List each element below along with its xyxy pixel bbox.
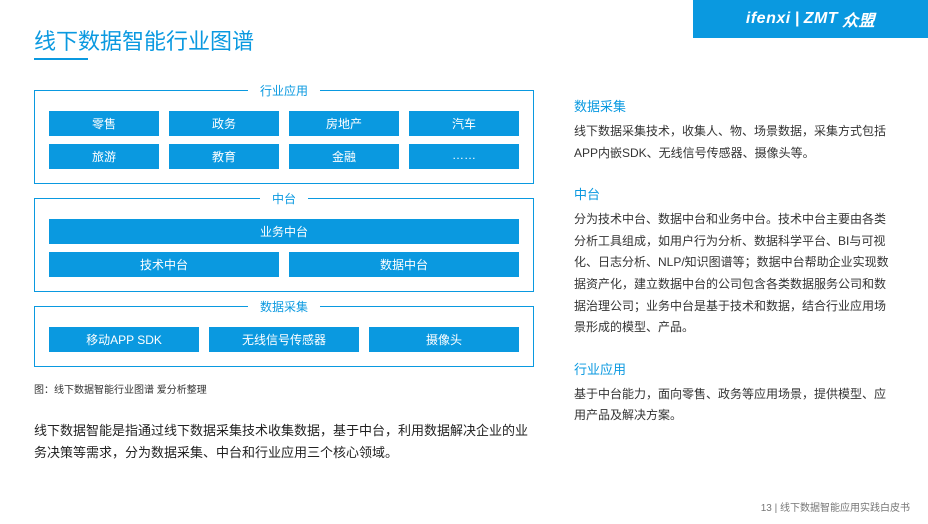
slide: ifenxi | ZMT 众盟 线下数据智能行业图谱 行业应用 零售 政务 房地… xyxy=(0,0,928,524)
section-2-body: 分为技术中台、数据中台和业务中台。技术中台主要由各类分析工具组成，如用户行为分析… xyxy=(574,209,894,339)
diagram-area: 行业应用 零售 政务 房地产 汽车 旅游 教育 金融 …… 中台 业务中台 技术… xyxy=(34,90,534,464)
industry-row-2: 旅游 教育 金融 …… xyxy=(49,144,519,169)
doc-title: 线下数据智能应用实践白皮书 xyxy=(780,503,910,514)
section-1-heading: 数据采集 xyxy=(574,96,894,115)
page-title: 线下数据智能行业图谱 xyxy=(34,24,254,56)
group-label-industry: 行业应用 xyxy=(248,82,320,99)
chip-biz-middle: 业务中台 xyxy=(49,219,519,244)
text-sections: 数据采集 线下数据采集技术，收集人、物、场景数据，采集方式包括APP内嵌SDK、… xyxy=(574,96,894,447)
industry-row-1: 零售 政务 房地产 汽车 xyxy=(49,111,519,136)
page-number: 13 xyxy=(761,503,772,514)
group-collect: 数据采集 移动APP SDK 无线信号传感器 摄像头 xyxy=(34,306,534,367)
chip-app-sdk: 移动APP SDK xyxy=(49,327,199,352)
summary-paragraph: 线下数据智能是指通过线下数据采集技术收集数据，基于中台，利用数据解决企业的业务决… xyxy=(34,420,534,464)
group-middle: 中台 业务中台 技术中台 数据中台 xyxy=(34,198,534,292)
collect-row: 移动APP SDK 无线信号传感器 摄像头 xyxy=(49,327,519,352)
footer-divider: | xyxy=(772,503,780,514)
brand-bar: ifenxi | ZMT 众盟 xyxy=(693,0,928,38)
chip-travel: 旅游 xyxy=(49,144,159,169)
section-3-body: 基于中台能力，面向零售、政务等应用场景，提供模型、应用产品及解决方案。 xyxy=(574,384,894,427)
brand-zmt: ZMT xyxy=(804,10,838,28)
brand-sep: | xyxy=(795,10,800,28)
brand-ifenxi: ifenxi xyxy=(746,10,791,28)
chip-edu: 教育 xyxy=(169,144,279,169)
page-footer: 13 | 线下数据智能应用实践白皮书 xyxy=(761,499,910,514)
chip-wireless-sensor: 无线信号传感器 xyxy=(209,327,359,352)
section-3-heading: 行业应用 xyxy=(574,359,894,378)
middle-row-1: 业务中台 xyxy=(49,219,519,244)
chip-tech-middle: 技术中台 xyxy=(49,252,279,277)
chip-gov: 政务 xyxy=(169,111,279,136)
diagram-caption: 图：线下数据智能行业图谱 爱分析整理 xyxy=(34,381,534,396)
chip-finance: 金融 xyxy=(289,144,399,169)
chip-data-middle: 数据中台 xyxy=(289,252,519,277)
chip-realestate: 房地产 xyxy=(289,111,399,136)
group-industry: 行业应用 零售 政务 房地产 汽车 旅游 教育 金融 …… xyxy=(34,90,534,184)
middle-row-2: 技术中台 数据中台 xyxy=(49,252,519,277)
chip-more: …… xyxy=(409,144,519,169)
group-label-collect: 数据采集 xyxy=(248,298,320,315)
chip-retail: 零售 xyxy=(49,111,159,136)
section-2-heading: 中台 xyxy=(574,184,894,203)
title-underline xyxy=(34,58,88,60)
chip-auto: 汽车 xyxy=(409,111,519,136)
chip-camera: 摄像头 xyxy=(369,327,519,352)
group-label-middle: 中台 xyxy=(260,190,308,207)
brand-zhongmeng: 众盟 xyxy=(842,7,875,31)
section-1-body: 线下数据采集技术，收集人、物、场景数据，采集方式包括APP内嵌SDK、无线信号传… xyxy=(574,121,894,164)
